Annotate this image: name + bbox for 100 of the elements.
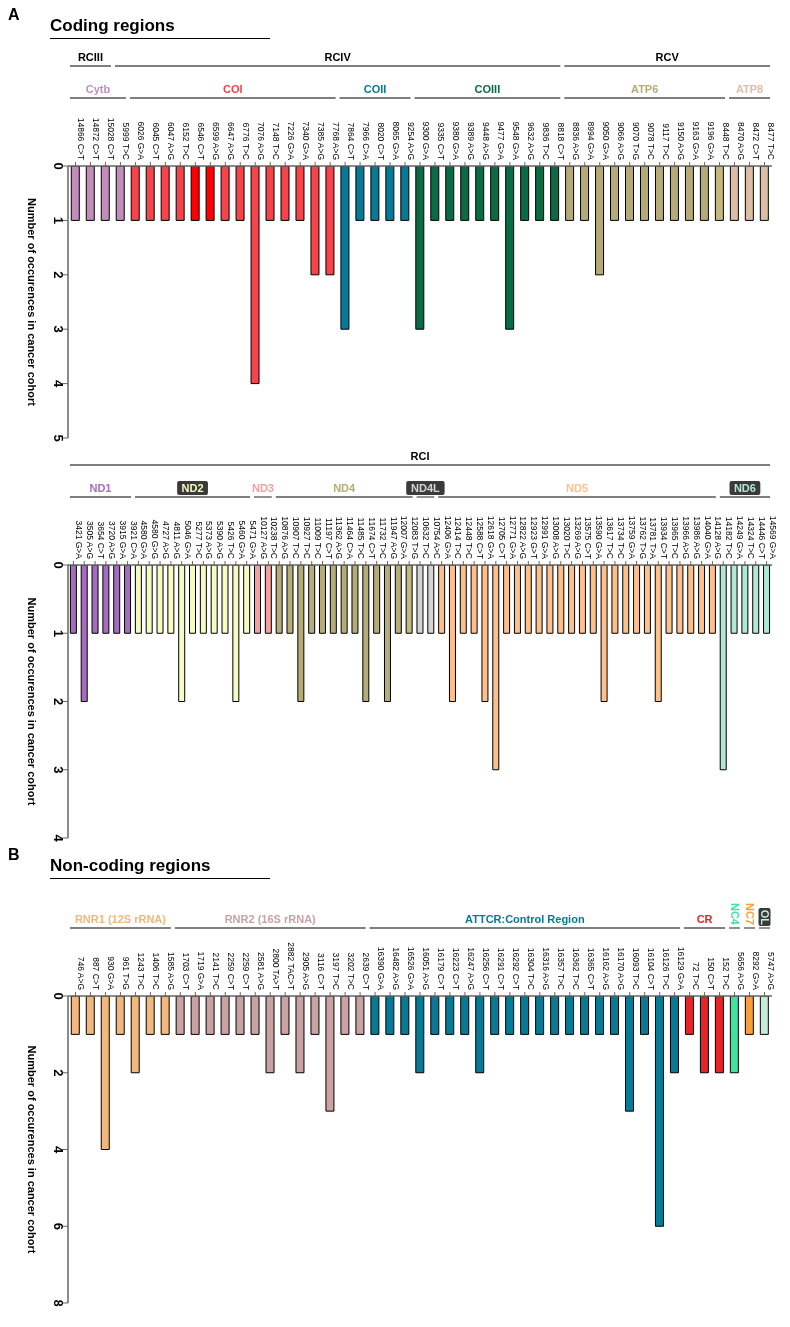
x-tick-label: 5460 G>A — [236, 520, 247, 560]
bar — [481, 565, 489, 702]
x-tick-label: 2259 C>T — [241, 952, 252, 990]
bar — [470, 565, 478, 634]
x-tick-label: 16126 T>C — [660, 947, 671, 990]
x-tick-label: 11464 C>A — [345, 516, 356, 560]
x-tick-label: 7768 A>G — [331, 121, 342, 160]
bar — [568, 565, 576, 634]
x-tick-label: 16357 T>C — [555, 947, 566, 990]
x-tick-label: 6647 A>G — [226, 121, 237, 160]
bar — [714, 166, 724, 221]
x-tick-label: 13986 A>G — [691, 516, 702, 559]
x-tick-label: 12705 C>T — [496, 516, 507, 559]
text: RNR1 (12S rRNA) — [74, 913, 167, 925]
text: ND6 — [733, 482, 756, 494]
x-tick-label: 14872 C>T — [91, 117, 102, 160]
text: RCIV — [324, 51, 352, 63]
x-tick-label: 7966 C>A — [361, 121, 372, 161]
x-tick-label: 10238 T>C — [269, 516, 280, 559]
x-tick-label: 1703 C>T — [181, 952, 192, 990]
bar — [654, 996, 664, 1227]
bar — [759, 166, 769, 221]
bar — [280, 996, 290, 1035]
bar — [297, 565, 305, 702]
x-tick-label: 2259 C>T — [226, 952, 237, 990]
bar — [308, 565, 316, 634]
x-tick-label: 8477 T>C — [765, 122, 776, 160]
bar — [189, 565, 197, 634]
x-tick-label: 11485 T>C — [356, 517, 367, 559]
x-tick-label: 14128 A>G — [713, 516, 724, 559]
bar — [85, 166, 95, 221]
y-axis-title: Number of occurences in cancer cohort — [26, 198, 38, 407]
x-tick-label: 5471 G>A — [247, 520, 258, 560]
bar — [385, 166, 395, 221]
x-tick-label: 8836 A>G — [570, 121, 581, 160]
x-tick-label: 7340 G>A — [301, 121, 312, 161]
x-tick-label: 16526 G>A — [406, 946, 417, 991]
x-tick-label: 10754 A>C — [431, 516, 442, 559]
x-tick-label: 16365 C>T — [585, 947, 596, 990]
x-tick-label: 5656 A>G — [735, 951, 746, 990]
text: COII — [363, 83, 387, 95]
bar — [167, 565, 175, 634]
bar — [250, 996, 260, 1035]
x-tick-label: 16051 A>G — [421, 947, 431, 990]
x-tick-label: 9150 A>G — [675, 121, 686, 160]
text: RNR2 (16S rRNA) — [224, 913, 317, 925]
bar — [385, 996, 395, 1035]
bar — [400, 996, 410, 1035]
bar — [535, 996, 545, 1035]
x-tick-label: 8994 G>A — [585, 121, 596, 161]
x-tick-label: 1406 T>C — [151, 952, 162, 990]
text: NC4 — [728, 902, 741, 926]
x-tick-label: 13781 T>A — [648, 517, 659, 560]
y-tick-label: 8 — [51, 1299, 66, 1307]
x-tick-label: 2905 A>G — [301, 951, 312, 990]
bar — [729, 166, 739, 221]
text: ATP6 — [631, 83, 659, 95]
bar — [243, 565, 251, 634]
bar — [625, 166, 635, 221]
bar — [503, 565, 511, 634]
x-tick-label: 7226 G>A — [286, 121, 297, 161]
x-tick-label: 7864 C>T — [346, 122, 357, 160]
bar — [329, 565, 337, 634]
x-tick-label: 6047 A>G — [166, 121, 177, 160]
bar — [295, 996, 305, 1074]
x-tick-label: 5390 A>G — [215, 520, 226, 559]
bar — [505, 996, 515, 1035]
bar — [698, 565, 706, 634]
x-tick-label: 13966 A>G — [680, 516, 691, 559]
bar — [130, 166, 140, 221]
bar — [310, 166, 320, 276]
y-tick-label: 0 — [51, 561, 66, 569]
x-tick-label: 2639 C>T — [361, 952, 372, 990]
text: ATTCR:Control Region — [465, 913, 585, 925]
bar — [318, 565, 326, 634]
bar — [699, 996, 709, 1074]
bar — [145, 996, 155, 1035]
x-tick-label: 1585 A>G — [166, 951, 177, 990]
bar — [383, 565, 391, 702]
x-tick-label: 12414 T>C — [453, 516, 464, 559]
x-tick-label: 13762 T>G — [637, 516, 648, 559]
bar — [665, 565, 673, 634]
bar — [373, 565, 381, 634]
x-tick-label: 3505 A>G — [85, 520, 96, 559]
x-tick-label: 13734 T>C — [615, 516, 626, 559]
bar — [654, 565, 662, 702]
bar — [490, 996, 500, 1035]
bar — [611, 565, 619, 634]
x-tick-label: 9050 G>A — [600, 121, 611, 161]
x-tick-label: 3654 C>T — [96, 521, 107, 559]
x-tick-label: 16316 A>G — [540, 947, 551, 990]
bar — [427, 565, 435, 634]
x-tick-label: 8448 T>C — [720, 122, 731, 160]
x-tick-label: 13759 G>A — [626, 515, 637, 560]
bar — [639, 166, 649, 221]
bar — [505, 166, 515, 330]
x-tick-label: 16482 A>G — [391, 947, 402, 990]
bar — [113, 565, 121, 634]
bar — [156, 565, 164, 634]
x-tick-label: 6026 G>A — [136, 121, 147, 161]
